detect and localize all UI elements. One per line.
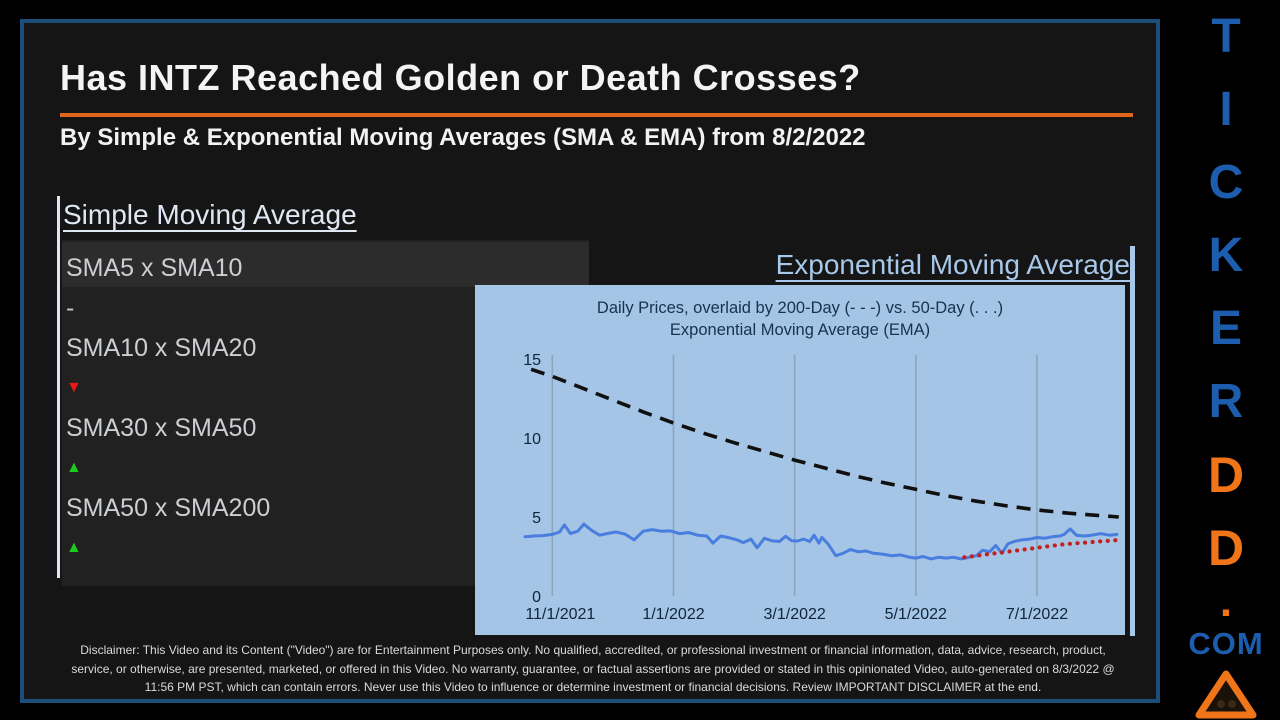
sma-heading: Simple Moving Average <box>63 199 357 230</box>
slide-frame: Has INTZ Reached Golden or Death Crosses… <box>20 19 1160 703</box>
sma-signal-up-icon: ▲ <box>66 539 82 556</box>
y-tick-label: 10 <box>523 431 541 448</box>
brand-com-text: COM <box>1188 626 1264 661</box>
tickerdd-logo-slot <box>1172 668 1280 720</box>
sma-signal-neutral-icon: - <box>66 293 75 322</box>
x-tick-label: 1/1/2022 <box>642 606 704 623</box>
tickerdd-logo-triangle-icon <box>1195 670 1257 719</box>
gridlines <box>551 355 1038 596</box>
ema50-dotted-line <box>962 537 1123 560</box>
x-tick-label: 7/1/2022 <box>1006 606 1068 623</box>
brand-blue-letter: I <box>1219 83 1233 136</box>
brand-blue-letter: E <box>1209 302 1242 355</box>
disclaimer-text: Disclaimer: This Video and its Content (… <box>71 643 1115 695</box>
daily-price-line <box>523 522 1119 561</box>
x-tick-label: 11/1/2021 <box>525 606 595 623</box>
x-tick-label: 5/1/2022 <box>885 606 947 623</box>
brand-blue-letter: R <box>1208 375 1244 428</box>
brand-watermark: T I C K E R D D. COM <box>1172 0 1280 720</box>
page-subtitle: By Simple & Exponential Moving Averages … <box>60 124 866 151</box>
sma-item-label: SMA10 x SMA20 <box>66 333 257 362</box>
x-tick-label: 3/1/2022 <box>764 606 826 623</box>
sma-signal-down-icon: ▼ <box>66 379 82 396</box>
ema-heading: Exponential Moving Average <box>775 249 1130 280</box>
sma-crossover-list: SMA5 x SMA10 - SMA10 x SMA20 ▼ SMA30 x SMA50… <box>66 248 576 568</box>
sma-first-row-highlight <box>62 242 589 287</box>
chart-title-line2: Exponential Moving Average (EMA) <box>669 321 931 339</box>
sma-accent-bar <box>57 196 60 578</box>
brand-blue-letter: K <box>1208 229 1244 282</box>
brand-orange-letter: D <box>1207 446 1245 503</box>
ema-chart: 0 5 10 15 11/1/2021 1/1/2022 3/1/2022 5/1/2022 7… <box>475 285 1125 635</box>
chart-plot: 0 5 10 15 11/1/2021 1/1/2022 3/1/2022 5/1/2022 7… <box>523 352 1123 623</box>
brand-orange-dot: . <box>1219 577 1233 626</box>
y-tick-label: 5 <box>532 510 541 527</box>
brand-orange-letter: D <box>1207 519 1245 576</box>
brand-blue-letter: T <box>1211 10 1241 63</box>
title-underline-rule <box>60 113 1133 117</box>
sma-signal-up-icon: ▲ <box>66 459 82 476</box>
sma-item-label: SMA50 x SMA200 <box>66 493 271 522</box>
ema-accent-bar <box>1130 246 1135 636</box>
ema200-dashed-line <box>530 367 1119 519</box>
slide-content: Has INTZ Reached Golden or Death Crosses… <box>24 23 1156 699</box>
sma-item-label: SMA30 x SMA50 <box>66 413 257 442</box>
sma-item-label: SMA5 x SMA10 <box>66 253 243 282</box>
y-tick-label: 0 <box>532 589 541 606</box>
chart-title-line1: Daily Prices, overlaid by 200-Day (- - -… <box>596 299 1004 317</box>
brand-blue-letter: C <box>1208 156 1244 209</box>
page-title: Has INTZ Reached Golden or Death Crosses… <box>60 57 861 98</box>
y-tick-label: 15 <box>523 352 541 369</box>
